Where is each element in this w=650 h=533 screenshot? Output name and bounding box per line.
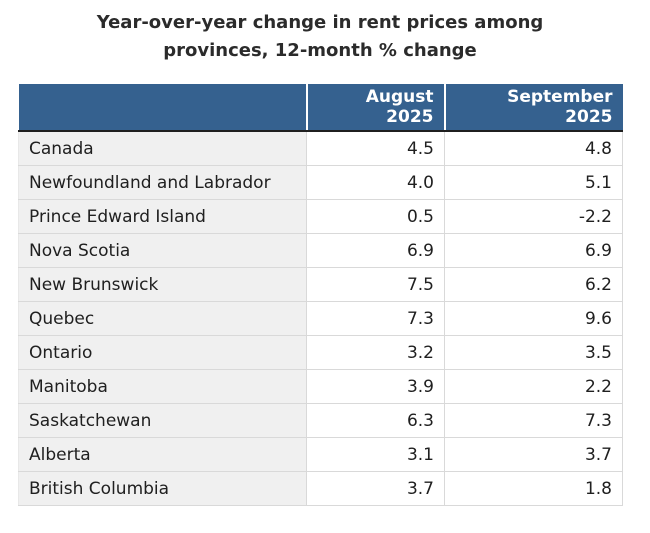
rent-prices-table: August 2025 September 2025 Canada 4.5 4.… xyxy=(18,84,623,506)
row-august-value: 3.1 xyxy=(306,437,445,472)
row-label: Nova Scotia xyxy=(18,233,307,268)
row-august-value: 6.9 xyxy=(306,233,445,268)
table-row: British Columbia 3.7 1.8 xyxy=(18,471,623,506)
row-label: Saskatchewan xyxy=(18,403,307,438)
row-august-value: 0.5 xyxy=(306,199,445,234)
table-row: New Brunswick 7.5 6.2 xyxy=(18,267,623,302)
row-september-value: 5.1 xyxy=(444,165,623,200)
row-august-value: 3.2 xyxy=(306,335,445,370)
row-august-value: 4.0 xyxy=(306,165,445,200)
row-september-value: 1.8 xyxy=(444,471,623,506)
row-august-value: 3.9 xyxy=(306,369,445,404)
row-august-value: 3.7 xyxy=(306,471,445,506)
row-label: Newfoundland and Labrador xyxy=(18,165,307,200)
header-cell-empty xyxy=(18,84,307,132)
chart-title-line-1: Year-over-year change in rent prices amo… xyxy=(96,12,544,33)
table-row: Nova Scotia 6.9 6.9 xyxy=(18,233,623,268)
row-september-value: 4.8 xyxy=(444,131,623,166)
row-august-value: 7.5 xyxy=(306,267,445,302)
row-label: Canada xyxy=(18,131,307,166)
table-row: Ontario 3.2 3.5 xyxy=(18,335,623,370)
row-september-value: 3.5 xyxy=(444,335,623,370)
chart-title-line-2: provinces, 12-month % change xyxy=(163,40,477,61)
table-header-row: August 2025 September 2025 xyxy=(18,84,623,132)
table-row: Saskatchewan 6.3 7.3 xyxy=(18,403,623,438)
row-august-value: 7.3 xyxy=(306,301,445,336)
row-label: New Brunswick xyxy=(18,267,307,302)
row-september-value: 7.3 xyxy=(444,403,623,438)
table-row: Prince Edward Island 0.5 -2.2 xyxy=(18,199,623,234)
row-september-value: -2.2 xyxy=(444,199,623,234)
table-row: Newfoundland and Labrador 4.0 5.1 xyxy=(18,165,623,200)
row-september-value: 9.6 xyxy=(444,301,623,336)
row-august-value: 4.5 xyxy=(306,131,445,166)
row-label: Ontario xyxy=(18,335,307,370)
table-row: Canada 4.5 4.8 xyxy=(18,131,623,166)
row-september-value: 3.7 xyxy=(444,437,623,472)
row-label: Quebec xyxy=(18,301,307,336)
row-september-value: 6.9 xyxy=(444,233,623,268)
table-row: Manitoba 3.9 2.2 xyxy=(18,369,623,404)
row-september-value: 2.2 xyxy=(444,369,623,404)
row-label: British Columbia xyxy=(18,471,307,506)
row-label: Manitoba xyxy=(18,369,307,404)
table-row: Quebec 7.3 9.6 xyxy=(18,301,623,336)
row-label: Prince Edward Island xyxy=(18,199,307,234)
row-label: Alberta xyxy=(18,437,307,472)
chart-title: Year-over-year change in rent prices amo… xyxy=(18,9,622,65)
header-cell-august-2025: August 2025 xyxy=(305,84,445,132)
table-row: Alberta 3.1 3.7 xyxy=(18,437,623,472)
row-september-value: 6.2 xyxy=(444,267,623,302)
header-cell-september-2025: September 2025 xyxy=(443,84,623,132)
row-august-value: 6.3 xyxy=(306,403,445,438)
